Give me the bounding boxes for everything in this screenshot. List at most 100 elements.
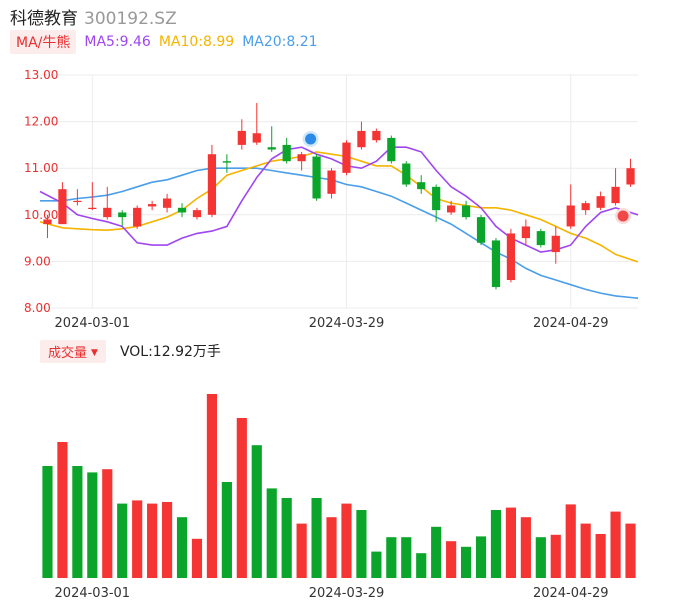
date-axis-volume: 2024-03-01 2024-03-29 2024-04-29 [55, 586, 609, 601]
ma5-line [39, 146, 639, 253]
stock-title: 科德教育 300192.SZ [10, 4, 177, 29]
price-grid [40, 74, 638, 309]
volume-bar [431, 526, 442, 578]
candle-body [506, 233, 516, 281]
volume-bar [311, 498, 322, 578]
y-tick-label: 8.00 [24, 301, 51, 315]
stock-code: 300192.SZ [84, 9, 177, 29]
volume-bar [371, 551, 382, 578]
x-tick-label: 2024-03-01 [55, 316, 131, 331]
ma-legend: MA/牛熊 MA5:9.46 MA10:8.99 MA20:8.21 [10, 30, 318, 54]
candle-body [581, 203, 590, 211]
volume-bar [550, 534, 561, 578]
candle-body [312, 156, 321, 199]
volume-bar [117, 503, 128, 578]
signal-markers [302, 131, 632, 224]
volume-bar [42, 466, 53, 578]
volume-bar [102, 469, 113, 578]
volume-bar [72, 466, 83, 578]
volume-bar [595, 534, 606, 578]
volume-bar [251, 445, 262, 578]
candle-body [103, 207, 112, 218]
ma20-legend: MA20:8.21 [242, 34, 318, 50]
y-tick-label: 9.00 [24, 254, 51, 268]
date-axis-price: 2024-03-01 2024-03-29 2024-04-29 [55, 316, 609, 331]
volume-bar [87, 472, 98, 578]
candle-body [521, 226, 530, 239]
candle-body [267, 147, 276, 150]
volume-bar [401, 537, 412, 578]
volume-bar [161, 502, 173, 578]
volume-bar [57, 442, 68, 578]
y-tick-label: 10.00 [24, 208, 58, 222]
candle-body [297, 154, 306, 162]
candle-body [58, 189, 67, 225]
volume-bar [206, 394, 218, 578]
volume-bar [386, 537, 397, 578]
volume-bars [42, 394, 636, 578]
ma-type-selector[interactable]: MA/牛熊 [10, 30, 77, 54]
candle-body [252, 133, 261, 143]
candle-body [447, 205, 456, 213]
candle-body [192, 210, 202, 218]
volume-bar [416, 553, 427, 578]
volume-bar [221, 482, 232, 578]
volume-legend: 成交量 ▼ VOL:12.92万手 [40, 339, 221, 363]
candle-body [387, 137, 396, 162]
candle-body [476, 217, 486, 243]
y-tick-label: 13.00 [24, 68, 58, 82]
candles [43, 102, 635, 290]
stock-name: 科德教育 [10, 9, 78, 29]
candle-body [611, 186, 620, 204]
volume-bar [490, 510, 502, 578]
volume-bar [236, 418, 247, 578]
candle-body [282, 144, 291, 162]
candle-body [73, 200, 82, 203]
candle-body [536, 231, 545, 246]
volume-bar [505, 507, 517, 578]
volume-type-selector[interactable]: 成交量 ▼ [40, 339, 106, 363]
candle-body [551, 235, 560, 253]
volume-bar [460, 546, 472, 578]
candle-body [327, 170, 336, 194]
candle-body [432, 186, 441, 211]
candle-body [177, 207, 187, 213]
candle-body [566, 205, 575, 227]
volume-type-label: 成交量 [48, 345, 88, 361]
y-tick-label: 12.00 [24, 115, 58, 129]
volume-bar [191, 538, 203, 578]
candle-body [461, 205, 471, 218]
candle-body [626, 168, 635, 185]
candle-body [491, 240, 501, 288]
volume-bar [565, 504, 576, 578]
price-axis: 13.00 12.00 11.00 10.00 9.00 8.00 [24, 68, 58, 315]
candle-body [88, 207, 97, 210]
candle-body [417, 182, 426, 190]
x-tick-label: 2024-04-29 [533, 316, 609, 331]
candle-body [162, 198, 172, 208]
volume-bar [266, 488, 277, 578]
ma10-line [39, 151, 639, 263]
candle-body [342, 142, 351, 173]
candle-body [133, 207, 142, 227]
x-tick-label: 2024-04-29 [533, 586, 609, 601]
bull-signal-icon [617, 210, 629, 222]
ma5-legend: MA5:9.46 [84, 34, 151, 50]
candle-body [43, 219, 52, 225]
volume-bar [326, 517, 337, 578]
candle-body [118, 212, 127, 218]
candle-body [372, 130, 381, 141]
buy-signal-icon [305, 133, 317, 145]
dropdown-arrow-icon: ▼ [91, 347, 98, 358]
x-tick-label: 2024-03-29 [309, 586, 385, 601]
volume-bar [296, 523, 307, 578]
ma10-legend: MA10:8.99 [158, 34, 235, 50]
volume-bar [341, 503, 352, 578]
ma-lines [39, 146, 639, 299]
volume-bar [475, 536, 487, 578]
candle-body [148, 204, 157, 207]
candle-body [596, 196, 605, 208]
volume-bar [610, 511, 621, 578]
x-tick-label: 2024-03-29 [309, 316, 385, 331]
